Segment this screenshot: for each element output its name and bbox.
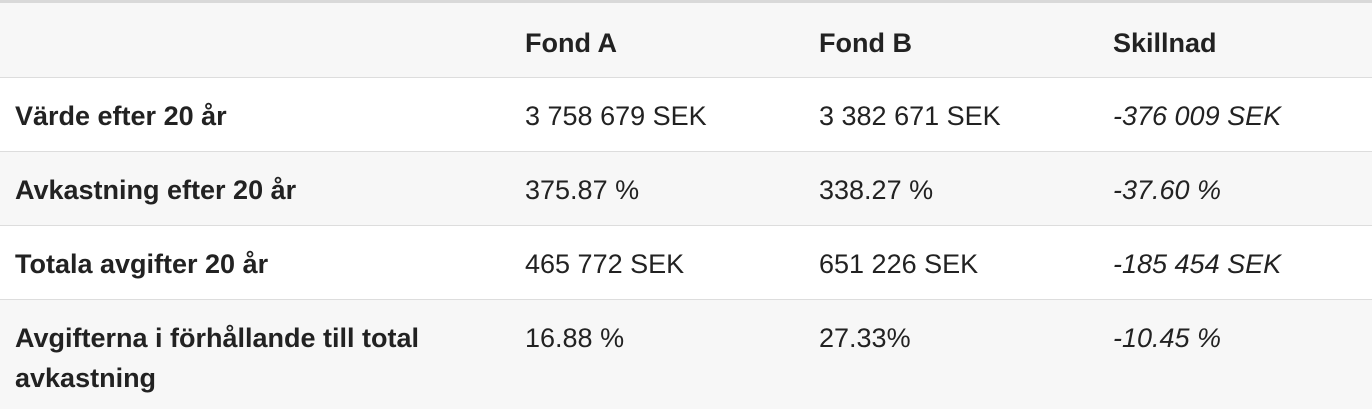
header-row: Fond A Fond B Skillnad: [0, 3, 1372, 78]
cell-skillnad: -376 009 SEK: [1113, 100, 1282, 131]
cell-skillnad: -185 454 SEK: [1113, 248, 1282, 279]
cell-fond-a: 3 758 679 SEK: [525, 100, 707, 131]
table-body: Värde efter 20 år 3 758 679 SEK 3 382 67…: [0, 77, 1372, 409]
table-row: Avkastning efter 20 år 375.87 % 338.27 %…: [0, 151, 1372, 225]
row-label: Värde efter 20 år: [15, 100, 227, 131]
table-row: Totala avgifter 20 år 465 772 SEK 651 22…: [0, 225, 1372, 299]
cell-fond-b: 3 382 671 SEK: [819, 100, 1001, 131]
cell-fond-b: 338.27 %: [819, 174, 934, 205]
cell-fond-a: 16.88 %: [525, 322, 625, 353]
header-empty-cell: [0, 3, 510, 78]
cell-fond-a: 465 772 SEK: [525, 248, 685, 279]
header-skillnad: Skillnad: [1098, 3, 1372, 78]
header-fond-b: Fond B: [804, 3, 1098, 78]
row-label: Avkastning efter 20 år: [15, 174, 297, 205]
table-row: Värde efter 20 år 3 758 679 SEK 3 382 67…: [0, 77, 1372, 151]
row-label: Avgifterna i förhållande till total avka…: [15, 322, 420, 393]
cell-skillnad: -37.60 %: [1113, 174, 1222, 205]
cell-skillnad: -10.45 %: [1113, 322, 1222, 353]
cell-fond-b: 27.33%: [819, 322, 911, 353]
row-label: Totala avgifter 20 år: [15, 248, 269, 279]
table-header: Fond A Fond B Skillnad: [0, 3, 1372, 78]
fund-comparison-table: Fond A Fond B Skillnad Värde efter 20 år…: [0, 3, 1372, 409]
table-row: Avgifterna i förhållande till total avka…: [0, 299, 1372, 409]
cell-fond-a: 375.87 %: [525, 174, 640, 205]
cell-fond-b: 651 226 SEK: [819, 248, 979, 279]
header-fond-a: Fond A: [510, 3, 804, 78]
